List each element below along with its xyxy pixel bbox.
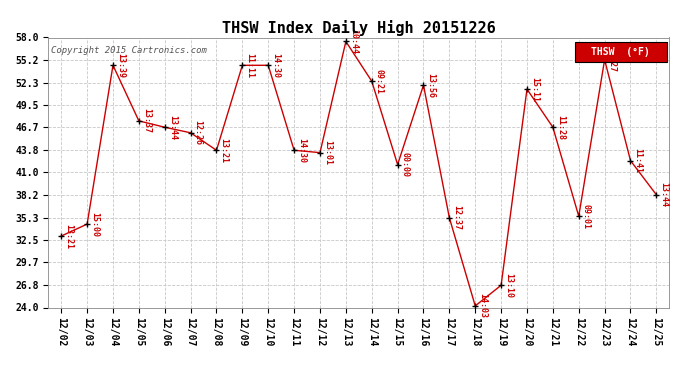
Text: 11:41: 11:41 <box>633 148 642 173</box>
Text: 11:28: 11:28 <box>556 115 565 140</box>
Text: 13:21: 13:21 <box>219 138 228 163</box>
Text: 15:00: 15:00 <box>90 211 99 237</box>
Text: 14:30: 14:30 <box>297 138 306 163</box>
Text: 14:27: 14:27 <box>608 47 617 72</box>
Text: 09:21: 09:21 <box>375 69 384 94</box>
Text: 13:21: 13:21 <box>64 224 73 249</box>
Bar <box>575 42 667 62</box>
Text: 14:30: 14:30 <box>271 53 280 78</box>
Text: 13:44: 13:44 <box>660 182 669 207</box>
Text: 12:26: 12:26 <box>194 120 203 145</box>
Text: THSW  (°F): THSW (°F) <box>591 46 650 57</box>
Text: 14:03: 14:03 <box>478 293 487 318</box>
Text: 13:01: 13:01 <box>323 140 332 165</box>
Text: 13:44: 13:44 <box>168 115 177 140</box>
Text: 13:39: 13:39 <box>116 53 125 78</box>
Text: 00:00: 00:00 <box>401 152 410 177</box>
Text: 11:11: 11:11 <box>246 53 255 78</box>
Text: 13:56: 13:56 <box>426 73 435 98</box>
Text: 15:11: 15:11 <box>530 76 539 102</box>
Text: 10:44: 10:44 <box>349 29 358 54</box>
Text: Copyright 2015 Cartronics.com: Copyright 2015 Cartronics.com <box>51 46 207 55</box>
Text: 13:37: 13:37 <box>142 108 151 134</box>
Text: 13:10: 13:10 <box>504 273 513 298</box>
Text: 12:37: 12:37 <box>453 205 462 230</box>
Title: THSW Index Daily High 20151226: THSW Index Daily High 20151226 <box>222 20 495 36</box>
Text: 09:01: 09:01 <box>582 204 591 229</box>
